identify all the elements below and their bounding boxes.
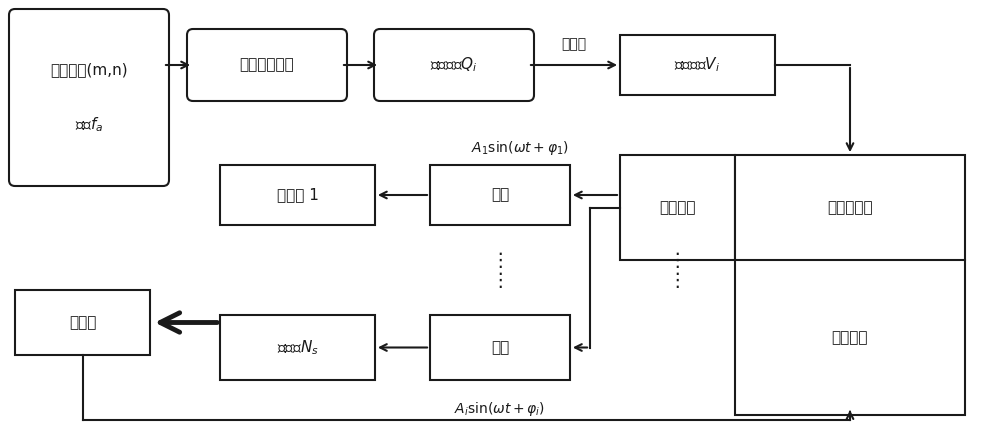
Text: 信号输出: 信号输出 bbox=[659, 200, 696, 215]
FancyBboxPatch shape bbox=[620, 155, 735, 260]
FancyBboxPatch shape bbox=[9, 9, 169, 186]
Text: 信号控制器: 信号控制器 bbox=[827, 200, 873, 215]
Text: 频率$f_a$: 频率$f_a$ bbox=[75, 116, 103, 135]
Text: ⋮: ⋮ bbox=[668, 250, 687, 269]
FancyBboxPatch shape bbox=[430, 315, 570, 380]
Text: 传声器: 传声器 bbox=[69, 315, 96, 330]
FancyBboxPatch shape bbox=[187, 29, 347, 101]
FancyBboxPatch shape bbox=[220, 165, 375, 225]
Text: ⋮: ⋮ bbox=[490, 270, 510, 289]
Text: 声源信息$Q_i$: 声源信息$Q_i$ bbox=[430, 56, 478, 75]
Text: 输入电压$V_i$: 输入电压$V_i$ bbox=[674, 56, 721, 75]
FancyBboxPatch shape bbox=[15, 290, 150, 355]
FancyBboxPatch shape bbox=[220, 315, 375, 380]
FancyBboxPatch shape bbox=[374, 29, 534, 101]
Text: 归一化: 归一化 bbox=[561, 37, 587, 51]
Text: 功放: 功放 bbox=[491, 340, 509, 355]
Text: $A_1\sin(\omega t+\varphi_1)$: $A_1\sin(\omega t+\varphi_1)$ bbox=[471, 139, 569, 157]
FancyBboxPatch shape bbox=[430, 165, 570, 225]
FancyBboxPatch shape bbox=[735, 155, 965, 415]
Text: ⋮: ⋮ bbox=[668, 270, 687, 289]
Text: 目标模态(m,n): 目标模态(m,n) bbox=[50, 63, 128, 78]
Text: 扬声器$N_s$: 扬声器$N_s$ bbox=[277, 338, 318, 357]
Text: 功放: 功放 bbox=[491, 187, 509, 202]
Text: 扬声器 1: 扬声器 1 bbox=[277, 187, 318, 202]
Text: 信号采集: 信号采集 bbox=[832, 330, 868, 345]
Text: 模态控制方法: 模态控制方法 bbox=[240, 57, 294, 72]
FancyBboxPatch shape bbox=[620, 35, 775, 95]
Text: ⋮: ⋮ bbox=[490, 250, 510, 269]
Text: $A_i\sin(\omega t+\varphi_i)$: $A_i\sin(\omega t+\varphi_i)$ bbox=[454, 400, 546, 418]
